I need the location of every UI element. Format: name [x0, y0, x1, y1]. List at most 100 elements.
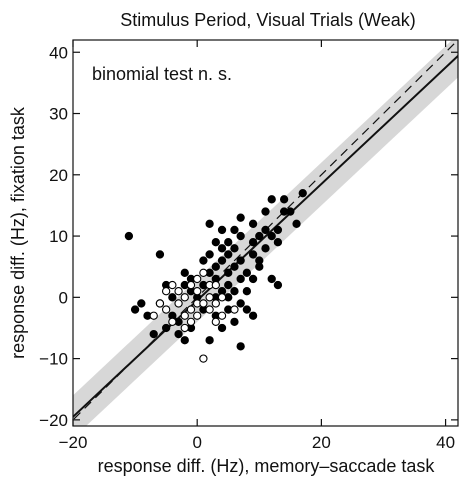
open-data-point: [193, 274, 202, 284]
filled-data-point: [230, 225, 239, 235]
open-data-point: [199, 354, 208, 363]
filled-data-point: [236, 256, 245, 265]
open-data-point: [149, 311, 158, 320]
chart-title: Stimulus Period, Visual Trials (Weak): [120, 10, 415, 30]
filled-data-point: [248, 238, 258, 247]
x-tick-label: 0: [192, 433, 201, 452]
filled-data-point: [161, 323, 171, 333]
open-data-point: [186, 317, 196, 326]
annotation-text: binomial test n. s.: [92, 64, 232, 84]
filled-data-point: [236, 342, 245, 351]
filled-data-point: [217, 256, 227, 265]
y-tick-label: 0: [59, 288, 68, 307]
filled-data-point: [248, 250, 258, 259]
filled-data-point: [236, 299, 245, 308]
open-data-point: [211, 299, 220, 308]
filled-data-point: [180, 268, 189, 277]
filled-data-point: [255, 231, 264, 241]
open-data-point: [174, 299, 183, 308]
y-axis-label: response diff. (Hz), fixation task: [8, 106, 28, 359]
plot-frame: [72, 39, 459, 427]
filled-data-point: [230, 244, 239, 253]
filled-data-point: [230, 262, 239, 271]
open-data-point: [186, 280, 196, 290]
open-data-point: [174, 287, 183, 296]
filled-data-point: [168, 293, 177, 302]
filled-data-point: [224, 280, 233, 290]
open-data-point: [199, 299, 208, 308]
open-data-point: [155, 299, 165, 308]
filled-data-point: [230, 287, 239, 296]
filled-data-point: [273, 280, 283, 290]
filled-data-point: [242, 305, 252, 314]
filled-data-point: [224, 250, 233, 259]
y-tick-label: 30: [49, 105, 68, 124]
filled-data-point: [267, 231, 276, 241]
data-points: [124, 189, 307, 363]
filled-data-point: [155, 250, 165, 259]
x-tick-label: −20: [59, 433, 88, 452]
open-data-point: [193, 311, 202, 320]
filled-data-point: [236, 231, 245, 241]
x-axis-ticks: −20 0 20 40: [59, 40, 455, 452]
open-data-point: [217, 311, 227, 320]
filled-data-point: [267, 195, 276, 204]
filled-data-point: [255, 262, 264, 271]
filled-data-point: [261, 207, 270, 216]
filled-data-point: [236, 274, 245, 284]
filled-data-point: [273, 238, 283, 247]
filled-data-point: [124, 231, 134, 241]
filled-data-point: [149, 329, 158, 339]
open-data-point: [205, 305, 214, 314]
y-tick-label: 40: [49, 43, 68, 62]
open-data-point: [168, 317, 177, 326]
y-tick-label: 20: [49, 166, 68, 185]
open-data-point: [217, 293, 227, 302]
open-data-point: [180, 293, 189, 302]
filled-data-point: [180, 336, 189, 345]
filled-data-point: [230, 317, 239, 326]
filled-data-point: [211, 238, 220, 247]
filled-data-point: [205, 336, 214, 345]
open-data-point: [211, 280, 220, 290]
filled-data-point: [224, 238, 233, 247]
filled-data-point: [248, 219, 258, 228]
open-data-point: [180, 323, 189, 333]
filled-data-point: [267, 274, 276, 284]
y-tick-label: −10: [39, 350, 68, 369]
open-data-point: [211, 317, 220, 326]
filled-data-point: [224, 268, 233, 277]
filled-data-point: [242, 268, 252, 277]
filled-data-point: [217, 225, 227, 235]
filled-data-point: [273, 225, 283, 235]
filled-data-point: [298, 189, 307, 198]
filled-data-point: [261, 244, 270, 253]
filled-data-point: [236, 213, 245, 222]
plot-area: [73, 40, 458, 426]
y-tick-label: −20: [39, 411, 68, 430]
filled-data-point: [286, 207, 295, 216]
open-data-point: [199, 268, 208, 277]
open-data-point: [230, 305, 239, 314]
open-data-point: [180, 311, 189, 320]
filled-data-point: [174, 329, 183, 339]
x-tick-label: 20: [312, 433, 331, 452]
x-axis-label: response diff. (Hz), memory–saccade task: [98, 456, 436, 476]
filled-data-point: [217, 244, 227, 253]
filled-data-point: [137, 299, 146, 308]
filled-data-point: [205, 250, 214, 259]
filled-data-point: [279, 195, 289, 204]
filled-data-point: [217, 323, 227, 333]
open-data-point: [186, 305, 196, 314]
open-data-point: [161, 305, 171, 314]
x-tick-label: 40: [436, 433, 455, 452]
filled-data-point: [261, 225, 270, 235]
regression-fit-line: [73, 54, 458, 419]
filled-data-point: [248, 274, 258, 284]
filled-data-point: [130, 305, 140, 314]
open-data-point: [193, 287, 202, 296]
y-tick-label: 10: [49, 227, 68, 246]
filled-data-point: [242, 287, 252, 296]
filled-data-point: [211, 262, 220, 271]
